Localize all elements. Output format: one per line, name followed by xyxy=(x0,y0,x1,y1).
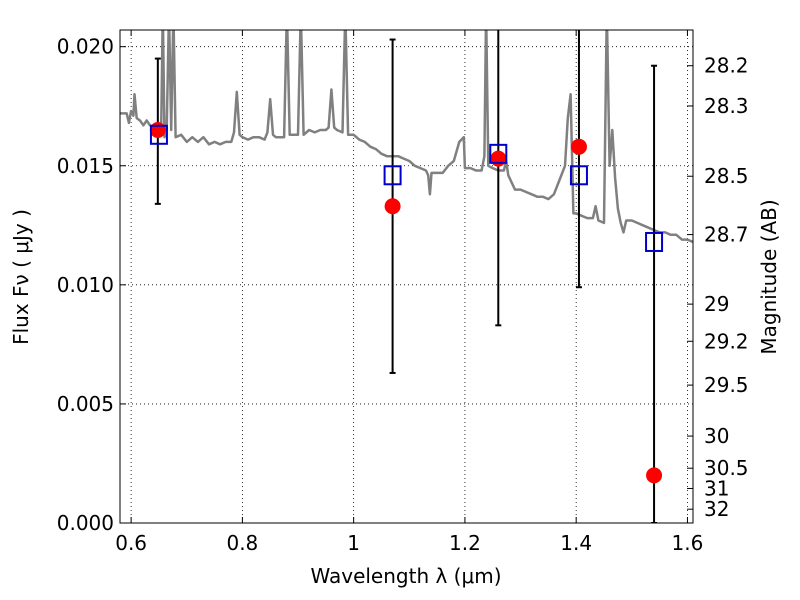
model-spectrum-line xyxy=(120,30,693,244)
y2-tick-label: 29.2 xyxy=(704,329,749,353)
model-flux-square xyxy=(383,165,402,186)
model-flux-square xyxy=(149,124,168,145)
y-tick-label: 0.015 xyxy=(57,154,114,178)
x-tick-label: 0.6 xyxy=(115,531,147,555)
observed-flux-point xyxy=(646,467,663,484)
model-flux-square xyxy=(489,143,508,164)
y2-axis-label: Magnitude (AB) xyxy=(757,199,781,354)
ticks: 0.6 0.8 1 1.2 1.4 1.6 0.000 0.005 0.010 0.015 0.02… xyxy=(57,30,749,555)
y2-tick-label: 28.3 xyxy=(704,94,749,118)
y-tick-label: 0.010 xyxy=(57,273,114,297)
y-tick-label: 0.020 xyxy=(57,35,114,59)
x-tick-label: 1.2 xyxy=(449,531,481,555)
observed-flux-point xyxy=(570,138,587,155)
y2-tick-label: 28.7 xyxy=(704,223,749,247)
y2-tick-label: 29 xyxy=(704,292,729,316)
x-tick-label: 1.4 xyxy=(560,531,592,555)
y-axis-label: Flux Fν ( μJy ) xyxy=(9,209,33,345)
x-axis-label: Wavelength λ (μm) xyxy=(310,564,501,588)
model-flux-square xyxy=(569,165,588,186)
model-flux-square xyxy=(645,231,664,252)
x-tick-label: 0.8 xyxy=(226,531,258,555)
y-tick-label: 0.005 xyxy=(57,392,114,416)
grid xyxy=(120,30,693,524)
observed-flux-point xyxy=(149,122,166,139)
x-tick-label: 1.6 xyxy=(672,531,704,555)
y2-tick-label: 29.5 xyxy=(704,373,749,397)
y2-tick-label: 28.2 xyxy=(704,54,749,78)
plot-area xyxy=(120,30,693,523)
plot-frame xyxy=(119,29,694,524)
y-tick-label: 0.000 xyxy=(57,511,114,535)
y2-tick-label: 30.5 xyxy=(704,456,749,480)
y2-tick-label: 32 xyxy=(704,497,729,521)
y2-tick-label: 28.5 xyxy=(704,164,749,188)
y2-tick-label: 30 xyxy=(704,424,729,448)
observed-flux-point xyxy=(384,198,401,215)
x-tick-label: 1 xyxy=(347,531,360,555)
observed-flux-point xyxy=(490,150,507,167)
y2-tick-label: 31 xyxy=(704,476,729,500)
